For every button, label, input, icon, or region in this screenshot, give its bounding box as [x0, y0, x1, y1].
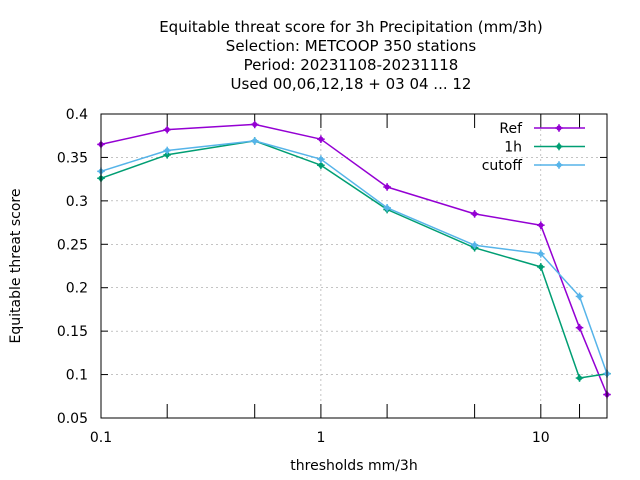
- legend-label: 1h: [504, 140, 522, 156]
- y-tick-label: 0.1: [66, 368, 88, 384]
- y-tick-label: 0.4: [66, 107, 88, 123]
- data-point: [537, 263, 545, 271]
- data-point: [383, 204, 391, 212]
- data-point: [575, 374, 584, 382]
- data-point: [575, 323, 584, 332]
- x-tick-label: 10: [532, 430, 550, 446]
- tick-labels: 0.050.10.150.20.250.30.350.40.1 1 10: [57, 107, 550, 446]
- data-point: [250, 137, 259, 145]
- legend-marker: [555, 142, 563, 151]
- data-point: [383, 183, 391, 191]
- series-line: [100, 140, 608, 374]
- data-point: [250, 120, 259, 129]
- plot-frame: [100, 113, 608, 419]
- series-1h: [97, 137, 611, 382]
- y-tick-label: 0.05: [57, 411, 88, 427]
- x-tick-label: 1: [316, 430, 325, 446]
- y-tick-label: 0.2: [66, 281, 88, 297]
- data-point: [537, 250, 545, 258]
- title-line: Used 00,06,12,18 + 03 04 ... 12: [231, 75, 472, 93]
- legend-marker: [555, 161, 563, 169]
- series-Ref: [97, 120, 611, 399]
- series-cutoff: [97, 137, 611, 378]
- legend-marker: [555, 124, 563, 132]
- title-line: Equitable threat score for 3h Precipitat…: [159, 18, 543, 36]
- y-axis-label: Equitable threat score: [8, 189, 24, 344]
- data-point: [163, 146, 171, 155]
- data-point: [470, 210, 479, 218]
- series-layer: [97, 120, 611, 399]
- series-line: [100, 123, 608, 395]
- axis-ticks: [100, 113, 607, 419]
- y-tick-label: 0.3: [66, 194, 88, 210]
- x-axis-label: thresholds mm/3h: [290, 458, 417, 474]
- data-point: [317, 135, 325, 143]
- title-line: Period: 20231108-20231118: [244, 56, 459, 74]
- legend-label: cutoff: [482, 158, 523, 174]
- title-line: Selection: METCOOP 350 stations: [226, 37, 477, 55]
- x-tick-label: 0.1: [90, 430, 112, 446]
- grid-lines: [101, 114, 607, 418]
- series-line: [100, 140, 608, 379]
- legend-label: Ref: [499, 121, 523, 137]
- data-point: [575, 292, 584, 301]
- y-tick-label: 0.15: [57, 324, 88, 340]
- data-point: [537, 221, 545, 229]
- legend: Ref 1h cutoff: [482, 121, 585, 174]
- y-tick-label: 0.35: [57, 150, 88, 166]
- data-point: [317, 155, 325, 163]
- data-point: [470, 241, 479, 249]
- chart-title: Equitable threat score for 3h Precipitat…: [159, 18, 543, 93]
- data-point: [163, 125, 171, 134]
- y-tick-label: 0.25: [57, 237, 88, 253]
